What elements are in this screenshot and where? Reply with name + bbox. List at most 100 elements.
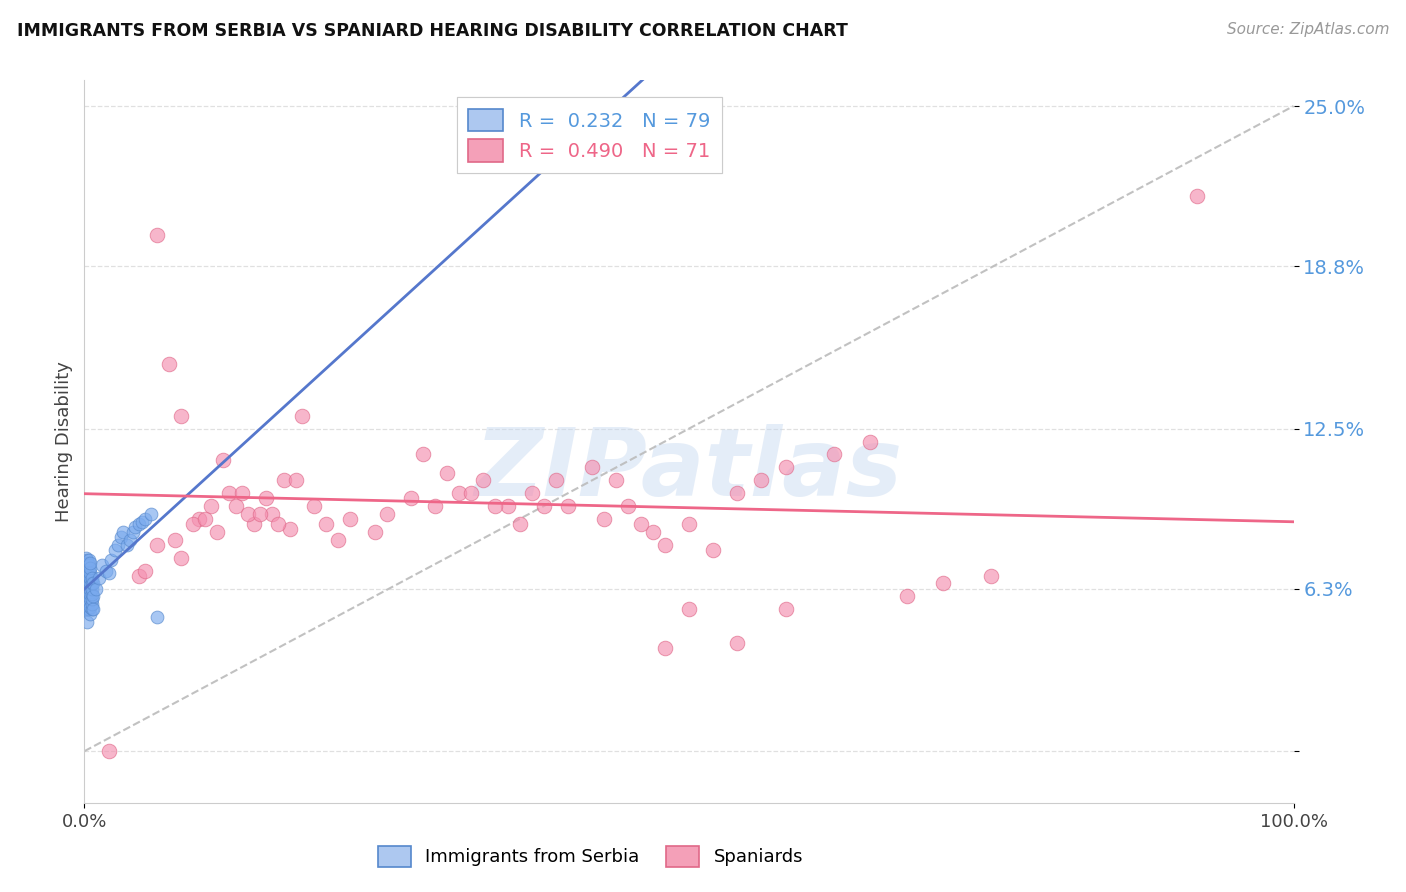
Point (75, 571, 97, 585)
Point (291, 409, 314, 423)
Point (79, 561, 101, 575)
Point (200, 499, 222, 513)
Point (77, 602, 100, 616)
Text: ZIPatlas: ZIPatlas (475, 425, 903, 516)
Point (75, 584, 97, 599)
Point (80, 571, 103, 585)
Text: IMMIGRANTS FROM SERBIA VS SPANIARD HEARING DISABILITY CORRELATION CHART: IMMIGRANTS FROM SERBIA VS SPANIARD HEARI… (17, 22, 848, 40)
Point (242, 517, 264, 532)
Point (86, 582, 108, 596)
Point (170, 409, 193, 423)
Point (249, 507, 271, 521)
Point (75, 568, 97, 582)
Point (134, 512, 156, 526)
Point (77, 590, 100, 604)
Point (77, 584, 100, 599)
Point (77, 566, 100, 581)
Point (134, 564, 156, 578)
Point (218, 486, 240, 500)
Point (725, 486, 748, 500)
Point (165, 533, 187, 547)
Point (544, 473, 567, 487)
Point (80, 587, 103, 601)
Point (79, 571, 101, 585)
Point (363, 524, 385, 539)
Point (1185, 189, 1208, 203)
Point (375, 507, 398, 521)
Point (181, 517, 204, 532)
Point (328, 533, 350, 547)
Point (115, 538, 138, 552)
Point (896, 590, 918, 604)
Point (212, 452, 235, 467)
Point (77, 564, 100, 578)
Point (260, 507, 283, 521)
Point (75, 576, 97, 591)
Point (581, 460, 603, 475)
Point (823, 447, 845, 461)
Point (124, 519, 146, 533)
Point (80, 602, 103, 616)
Point (533, 499, 555, 513)
Legend: R =  0.232   N = 79, R =  0.490   N = 71: R = 0.232 N = 79, R = 0.490 N = 71 (457, 97, 723, 173)
Point (120, 533, 142, 547)
Point (82, 576, 104, 591)
Point (110, 530, 132, 544)
Point (112, 524, 135, 539)
Point (128, 517, 150, 532)
Point (412, 447, 434, 461)
Point (75, 602, 97, 616)
Point (104, 542, 127, 557)
Point (449, 486, 471, 500)
Point (77, 576, 100, 591)
Point (641, 524, 664, 539)
Point (77, 602, 100, 616)
Point (97, 566, 120, 581)
Point (194, 512, 217, 526)
Point (496, 499, 519, 513)
Point (79, 599, 101, 614)
Point (79, 607, 101, 622)
Point (654, 538, 676, 552)
Point (593, 512, 616, 526)
Point (75, 564, 97, 578)
Point (76, 615, 98, 630)
Point (76, 558, 98, 573)
Point (146, 538, 169, 552)
Point (131, 515, 153, 529)
Point (79, 587, 101, 601)
Point (77, 556, 100, 570)
Point (82, 590, 104, 604)
Point (97, 744, 120, 758)
Point (399, 491, 422, 506)
Legend: Immigrants from Serbia, Spaniards: Immigrants from Serbia, Spaniards (371, 838, 810, 874)
Point (79, 556, 101, 570)
Point (188, 512, 211, 526)
Point (77, 553, 100, 567)
Point (302, 499, 325, 513)
Point (267, 517, 290, 532)
Point (76, 574, 98, 588)
Point (77, 594, 100, 608)
Point (76, 568, 98, 582)
Point (284, 473, 308, 487)
Point (79, 576, 101, 591)
Point (980, 568, 1002, 582)
Point (128, 568, 150, 582)
Text: Source: ZipAtlas.com: Source: ZipAtlas.com (1226, 22, 1389, 37)
Point (77, 568, 100, 582)
Point (146, 610, 169, 624)
Point (423, 499, 446, 513)
Point (725, 636, 748, 650)
Point (146, 228, 169, 243)
Point (630, 517, 652, 532)
Point (751, 473, 773, 487)
Point (315, 517, 337, 532)
Point (932, 576, 955, 591)
Point (91, 558, 114, 573)
Point (121, 524, 143, 539)
Point (157, 357, 180, 371)
Point (520, 486, 543, 500)
Y-axis label: Hearing Disability: Hearing Disability (55, 361, 73, 522)
Point (76, 584, 98, 599)
